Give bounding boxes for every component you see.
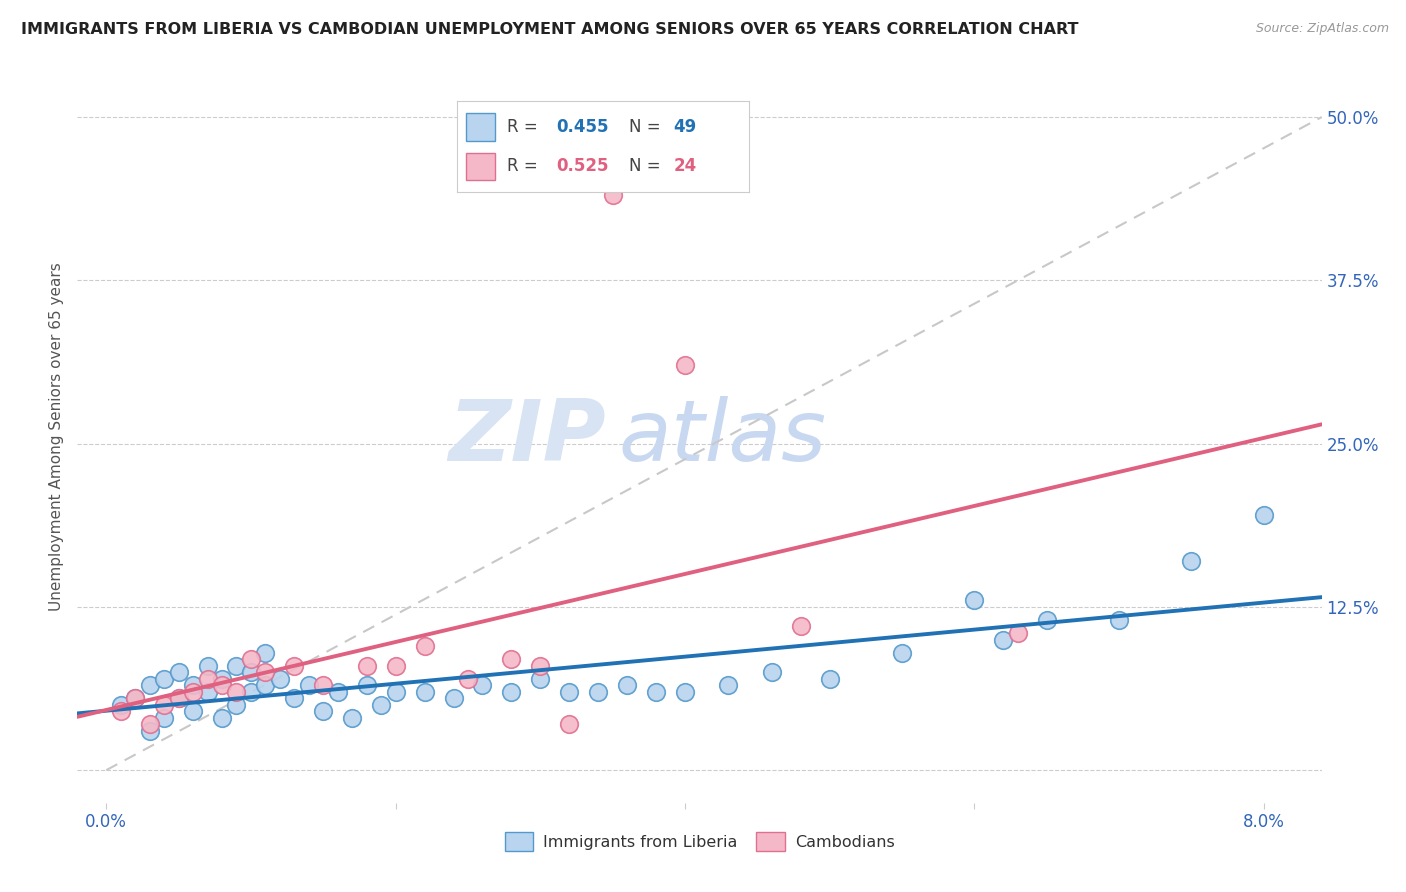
Point bbox=[891, 646, 914, 660]
Y-axis label: Unemployment Among Seniors over 65 years: Unemployment Among Seniors over 65 years bbox=[49, 263, 65, 611]
Point bbox=[963, 593, 986, 607]
Point bbox=[197, 658, 219, 673]
Point bbox=[167, 691, 190, 706]
Point bbox=[342, 711, 364, 725]
Point bbox=[254, 646, 277, 660]
Point bbox=[211, 672, 233, 686]
Point bbox=[254, 678, 277, 692]
Point bbox=[558, 717, 581, 731]
Point bbox=[239, 665, 262, 680]
Point bbox=[225, 685, 247, 699]
Point bbox=[326, 685, 349, 699]
Point bbox=[1007, 626, 1029, 640]
Point bbox=[124, 691, 146, 706]
Text: IMMIGRANTS FROM LIBERIA VS CAMBODIAN UNEMPLOYMENT AMONG SENIORS OVER 65 YEARS CO: IMMIGRANTS FROM LIBERIA VS CAMBODIAN UNE… bbox=[21, 22, 1078, 37]
Point bbox=[181, 678, 204, 692]
Point bbox=[529, 658, 551, 673]
Point bbox=[602, 188, 624, 202]
Point bbox=[443, 691, 465, 706]
Point bbox=[1035, 613, 1057, 627]
Point bbox=[1180, 554, 1202, 568]
Point bbox=[167, 665, 190, 680]
Point bbox=[616, 678, 638, 692]
Point bbox=[790, 619, 813, 633]
Point bbox=[673, 685, 696, 699]
Point bbox=[818, 672, 841, 686]
Point bbox=[471, 678, 494, 692]
Point bbox=[370, 698, 392, 712]
Point bbox=[312, 705, 335, 719]
Point bbox=[138, 678, 160, 692]
Point bbox=[211, 678, 233, 692]
Point bbox=[181, 685, 204, 699]
Point bbox=[529, 672, 551, 686]
Point bbox=[1253, 508, 1275, 523]
Point bbox=[993, 632, 1015, 647]
Point bbox=[356, 678, 378, 692]
Point bbox=[298, 678, 321, 692]
Point bbox=[225, 698, 247, 712]
Point bbox=[181, 705, 204, 719]
Point bbox=[138, 723, 160, 738]
Point bbox=[457, 672, 479, 686]
Text: ZIP: ZIP bbox=[449, 395, 606, 479]
Point bbox=[384, 685, 406, 699]
Point bbox=[197, 672, 219, 686]
Point bbox=[1108, 613, 1130, 627]
Point bbox=[413, 639, 436, 653]
Text: Source: ZipAtlas.com: Source: ZipAtlas.com bbox=[1256, 22, 1389, 36]
Point bbox=[312, 678, 335, 692]
Point bbox=[110, 698, 132, 712]
Legend: Immigrants from Liberia, Cambodians: Immigrants from Liberia, Cambodians bbox=[498, 826, 901, 857]
Point bbox=[225, 658, 247, 673]
Point bbox=[673, 358, 696, 372]
Text: atlas: atlas bbox=[619, 395, 827, 479]
Point bbox=[153, 711, 176, 725]
Point bbox=[761, 665, 783, 680]
Point bbox=[211, 711, 233, 725]
Point bbox=[717, 678, 740, 692]
Point bbox=[239, 685, 262, 699]
Point bbox=[384, 658, 406, 673]
Point bbox=[167, 691, 190, 706]
Point bbox=[356, 658, 378, 673]
Point bbox=[197, 685, 219, 699]
Point bbox=[558, 685, 581, 699]
Point bbox=[645, 685, 668, 699]
Point bbox=[110, 705, 132, 719]
Point bbox=[138, 717, 160, 731]
Point bbox=[153, 698, 176, 712]
Point bbox=[254, 665, 277, 680]
Point bbox=[153, 672, 176, 686]
Point bbox=[283, 658, 305, 673]
Point bbox=[283, 691, 305, 706]
Point bbox=[239, 652, 262, 666]
Point bbox=[413, 685, 436, 699]
Point bbox=[501, 685, 523, 699]
Point bbox=[501, 652, 523, 666]
Point bbox=[269, 672, 291, 686]
Point bbox=[586, 685, 609, 699]
Point bbox=[124, 691, 146, 706]
